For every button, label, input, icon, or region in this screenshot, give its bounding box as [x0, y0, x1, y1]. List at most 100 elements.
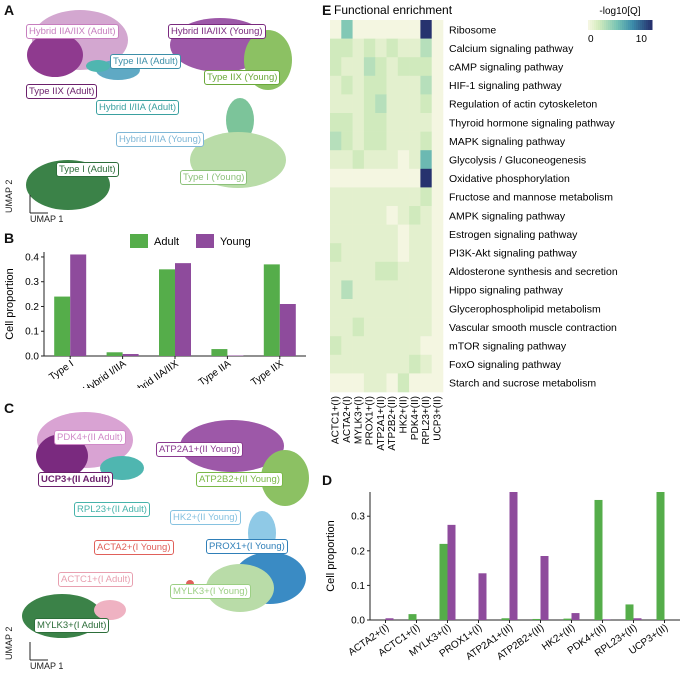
e-heatmap-cell: [352, 20, 365, 39]
e-heatmap-cell: [386, 57, 399, 77]
e-heatmap-cell: [375, 261, 387, 281]
e-heatmap-cell: [397, 113, 410, 132]
e-heatmap-cell: [386, 280, 399, 300]
e-heatmap-cell: [352, 38, 365, 58]
e-heatmap-cell: [341, 168, 353, 188]
label-prox1-young: PROX1+(I Young): [206, 539, 288, 554]
d-bar-adult: [625, 604, 634, 620]
label-type-i-adult: Type I (Adult): [56, 162, 119, 177]
label-type-iia-adult: Type IIA (Adult): [110, 54, 181, 69]
label-type-iix-young: Type IIX (Young): [204, 70, 281, 85]
label-hybrid-i-iia-adult: Hybrid I/IIA (Adult): [96, 100, 180, 115]
e-heatmap-cell: [420, 280, 432, 300]
e-heatmap-cell: [363, 354, 376, 374]
e-heatmap-cell: [420, 38, 432, 58]
panel-a-letter: A: [4, 2, 15, 18]
e-heatmap-cell: [375, 150, 387, 170]
cluster-hybrid-i-iia-young: [226, 98, 254, 142]
e-heatmap-cell: [375, 38, 387, 58]
e-heatmap-cell: [431, 75, 444, 95]
d-bar-young: [633, 618, 642, 620]
e-heatmap-cell: [431, 299, 444, 318]
e-heatmap-cell: [363, 261, 376, 281]
d-bar-adult: [563, 618, 572, 620]
e-heatmap-cell: [352, 113, 365, 132]
e-heatmap-cell: [409, 224, 421, 244]
e-colorbar-segment: [610, 20, 613, 30]
e-heatmap-cell: [375, 113, 387, 132]
e-heatmap-cell: [330, 373, 342, 393]
umap-a-y-label: UMAP 2: [4, 179, 14, 213]
e-colorbar-segment: [650, 20, 653, 30]
e-heatmap-cell: [363, 280, 376, 300]
e-heatmap-cell: [431, 113, 444, 132]
b-y-tick-label: 0.2: [25, 302, 39, 313]
d-y-axis-label: Cell proportion: [325, 520, 337, 592]
e-colorbar-segment: [612, 20, 615, 30]
e-heatmap-cell: [420, 131, 432, 151]
e-heatmap-cell: [386, 261, 399, 281]
e-heatmap-cell: [409, 243, 421, 263]
e-heatmap-cell: [409, 131, 421, 151]
e-heatmap-cell: [330, 224, 342, 244]
e-heatmap-cell: [420, 113, 432, 132]
e-heatmap-cell: [363, 206, 376, 225]
e-heatmap-cell: [409, 261, 421, 281]
e-heatmap-cell: [352, 336, 365, 356]
e-heatmap-cell: [330, 131, 342, 151]
e-heatmap-cell: [363, 224, 376, 244]
cluster-hybrid-iia-adult: [86, 60, 110, 72]
e-heatmap-cell: [420, 224, 432, 244]
e-heatmap-cell: [409, 317, 421, 337]
e-colorbar-segment: [618, 20, 621, 30]
b-bar-young: [279, 304, 296, 356]
e-heatmap-cell: [341, 187, 353, 207]
e-heatmap-cell: [330, 75, 342, 95]
e-heatmap-cell: [363, 94, 376, 114]
b-x-tick-label: Type I: [47, 358, 76, 383]
d-bar-adult: [408, 614, 417, 620]
e-colorbar-segment: [624, 20, 627, 30]
e-colorbar-segment: [646, 20, 649, 30]
e-heatmap-cell: [397, 57, 410, 77]
e-heatmap-cell: [386, 224, 399, 244]
e-heatmap-cell: [397, 75, 410, 95]
b-x-tick-label: Type IIX: [249, 358, 286, 388]
e-heatmap-cell: [375, 75, 387, 95]
e-heatmap-cell: [431, 373, 444, 393]
e-heatmap-cell: [397, 261, 410, 281]
e-heatmap-cell: [330, 354, 342, 374]
e-heatmap-cell: [420, 75, 432, 95]
e-colorbar-segment: [608, 20, 611, 30]
panel-b-letter: B: [4, 230, 15, 246]
e-heatmap-cell: [375, 224, 387, 244]
e-colorbar-segment: [620, 20, 623, 30]
e-heatmap-cell: [363, 299, 376, 318]
e-heatmap-cell: [386, 150, 399, 170]
d-bar-young: [602, 619, 611, 620]
e-row-label: Calcium signaling pathway: [449, 43, 574, 55]
e-heatmap-cell: [341, 20, 353, 39]
e-heatmap-cell: [341, 336, 353, 356]
e-heatmap-cell: [386, 75, 399, 95]
e-heatmap-cell: [352, 243, 365, 263]
umap-a-x-label: UMAP 1: [30, 214, 64, 224]
label-atp2b2-young: ATP2B2+(II Young): [196, 472, 283, 487]
e-heatmap-cell: [341, 224, 353, 244]
e-heatmap-cell: [431, 20, 444, 39]
e-heatmap-cell: [431, 150, 444, 170]
cluster-actc1-adult: [94, 600, 126, 620]
e-heatmap-cell: [330, 336, 342, 356]
e-row-label: Hippo signaling pathway: [449, 285, 564, 297]
e-heatmap-cell: [386, 354, 399, 374]
e-row-label: Vascular smooth muscle contraction: [449, 322, 617, 334]
e-colorbar-segment: [606, 20, 609, 30]
e-heatmap-cell: [330, 206, 342, 225]
e-heatmap-cell: [386, 299, 399, 318]
e-heatmap-cell: [330, 113, 342, 132]
e-heatmap-cell: [431, 168, 444, 188]
panel-c-letter: C: [4, 400, 15, 416]
e-heatmap-cell: [363, 131, 376, 151]
e-heatmap-cell: [431, 224, 444, 244]
b-y-tick-label: 0.3: [25, 277, 39, 288]
